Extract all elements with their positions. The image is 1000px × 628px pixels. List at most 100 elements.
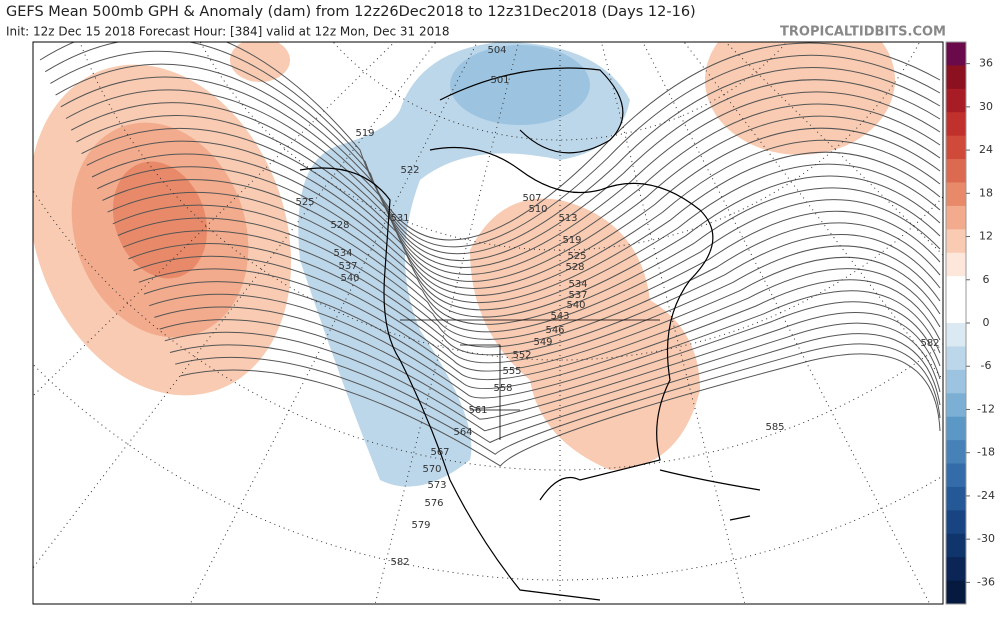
colorbar-swatch <box>946 88 966 113</box>
height-contour <box>169 333 941 444</box>
contour-label: 585 <box>765 422 784 433</box>
contour-label: 582 <box>920 338 939 349</box>
contour-label: 501 <box>490 75 509 86</box>
colorbar-swatch <box>946 323 966 347</box>
height-contour <box>159 312 941 420</box>
height-contour <box>138 268 941 381</box>
title: GEFS Mean 500mb GPH & Anomaly (dam) from… <box>6 4 696 20</box>
height-contour <box>91 153 941 311</box>
coastline <box>659 469 761 521</box>
colorbar-label: 18 <box>979 186 993 199</box>
colorbar-swatch <box>946 65 966 90</box>
height-contour <box>112 204 941 340</box>
height-contour <box>149 290 941 399</box>
border <box>400 319 660 440</box>
brand: TROPICALTIDBITS.COM <box>780 25 946 40</box>
height-contour <box>39 42 941 241</box>
colorbar-swatch <box>946 580 966 605</box>
colorbar-label: 12 <box>979 230 993 243</box>
contour-label: 534 <box>333 248 352 259</box>
height-contour <box>143 279 941 389</box>
contour-label: 570 <box>422 464 441 475</box>
colorbar-label: 24 <box>979 143 993 156</box>
height-contour <box>81 127 941 296</box>
height-contour <box>50 50 941 255</box>
contour-label: 582 <box>390 557 409 568</box>
colorbar-label: -24 <box>977 489 995 502</box>
contour-label: 528 <box>330 220 349 231</box>
colorbar-label: -30 <box>977 532 995 545</box>
contour-label: 543 <box>550 311 569 322</box>
colorbar-swatch <box>946 205 966 230</box>
colorbar-swatch <box>946 369 966 394</box>
colorbar-swatch <box>946 182 966 207</box>
colorbar-swatch <box>946 112 966 137</box>
contour-label: 564 <box>453 427 472 438</box>
colorbar-swatch <box>946 510 966 535</box>
contour-label: 504 <box>487 45 506 56</box>
contour-label: 540 <box>340 273 359 284</box>
contour-label: 528 <box>565 262 584 273</box>
height-contour <box>60 76 941 268</box>
contour-label: 546 <box>545 325 564 336</box>
contour-label: 525 <box>295 197 314 208</box>
colorbar-label: 36 <box>979 57 993 70</box>
height-contour <box>175 343 941 455</box>
colorbar-label: -18 <box>977 446 995 459</box>
contour-label: 507 <box>522 193 541 204</box>
contour-label: 561 <box>468 405 487 416</box>
contour-label: 534 <box>568 279 587 290</box>
colorbar-swatch <box>946 533 966 558</box>
colorbar-label: -12 <box>977 402 995 415</box>
colorbar-swatch <box>946 299 966 324</box>
height-contour <box>154 301 941 409</box>
contour-label: 576 <box>424 498 443 509</box>
contour-label: 519 <box>562 235 581 246</box>
contour-label: 555 <box>502 366 521 377</box>
colorbar-swatch <box>946 440 966 464</box>
negative-anomaly <box>450 45 590 125</box>
contour-label: 531 <box>390 213 409 224</box>
contour-label: 540 <box>566 300 585 311</box>
height-contour <box>65 89 941 275</box>
contour-label: 549 <box>533 337 552 348</box>
coastline <box>299 167 601 601</box>
contour-label: 537 <box>338 261 357 272</box>
height-contour <box>70 102 941 282</box>
height-contour <box>102 179 941 325</box>
contour-label: 579 <box>411 520 430 531</box>
colorbar-swatch <box>946 276 966 301</box>
colorbar-swatch <box>946 416 966 441</box>
height-contour <box>76 115 941 289</box>
colorbar-swatch <box>946 486 966 511</box>
contour-label: 525 <box>567 251 586 262</box>
colorbar-swatch <box>946 557 966 582</box>
contour-label: 558 <box>493 383 512 394</box>
colorbar-swatch <box>946 463 966 488</box>
contour-label: 567 <box>430 447 449 458</box>
colorbar-swatch <box>946 346 966 371</box>
negative-anomaly <box>298 42 630 487</box>
contour-label: 573 <box>427 480 446 491</box>
height-contour <box>180 353 941 467</box>
colorbar-swatch <box>946 252 966 277</box>
subtitle: Init: 12z Dec 15 2018 Forecast Hour: [38… <box>6 25 450 39</box>
colorbar-label: 0 <box>983 316 990 329</box>
contour-label: 510 <box>528 204 547 215</box>
positive-anomaly <box>112 161 208 279</box>
height-contour <box>96 166 941 318</box>
height-contour <box>123 230 941 356</box>
contour-label: 522 <box>400 165 419 176</box>
coastline <box>439 67 624 154</box>
contour-label: 537 <box>568 290 587 301</box>
colorbar-swatch <box>946 229 966 254</box>
height-contour <box>44 42 941 248</box>
height-contour <box>55 63 941 261</box>
height-contour <box>107 191 941 333</box>
height-contour <box>164 322 941 432</box>
coastline <box>429 146 714 501</box>
height-contour <box>117 217 941 348</box>
